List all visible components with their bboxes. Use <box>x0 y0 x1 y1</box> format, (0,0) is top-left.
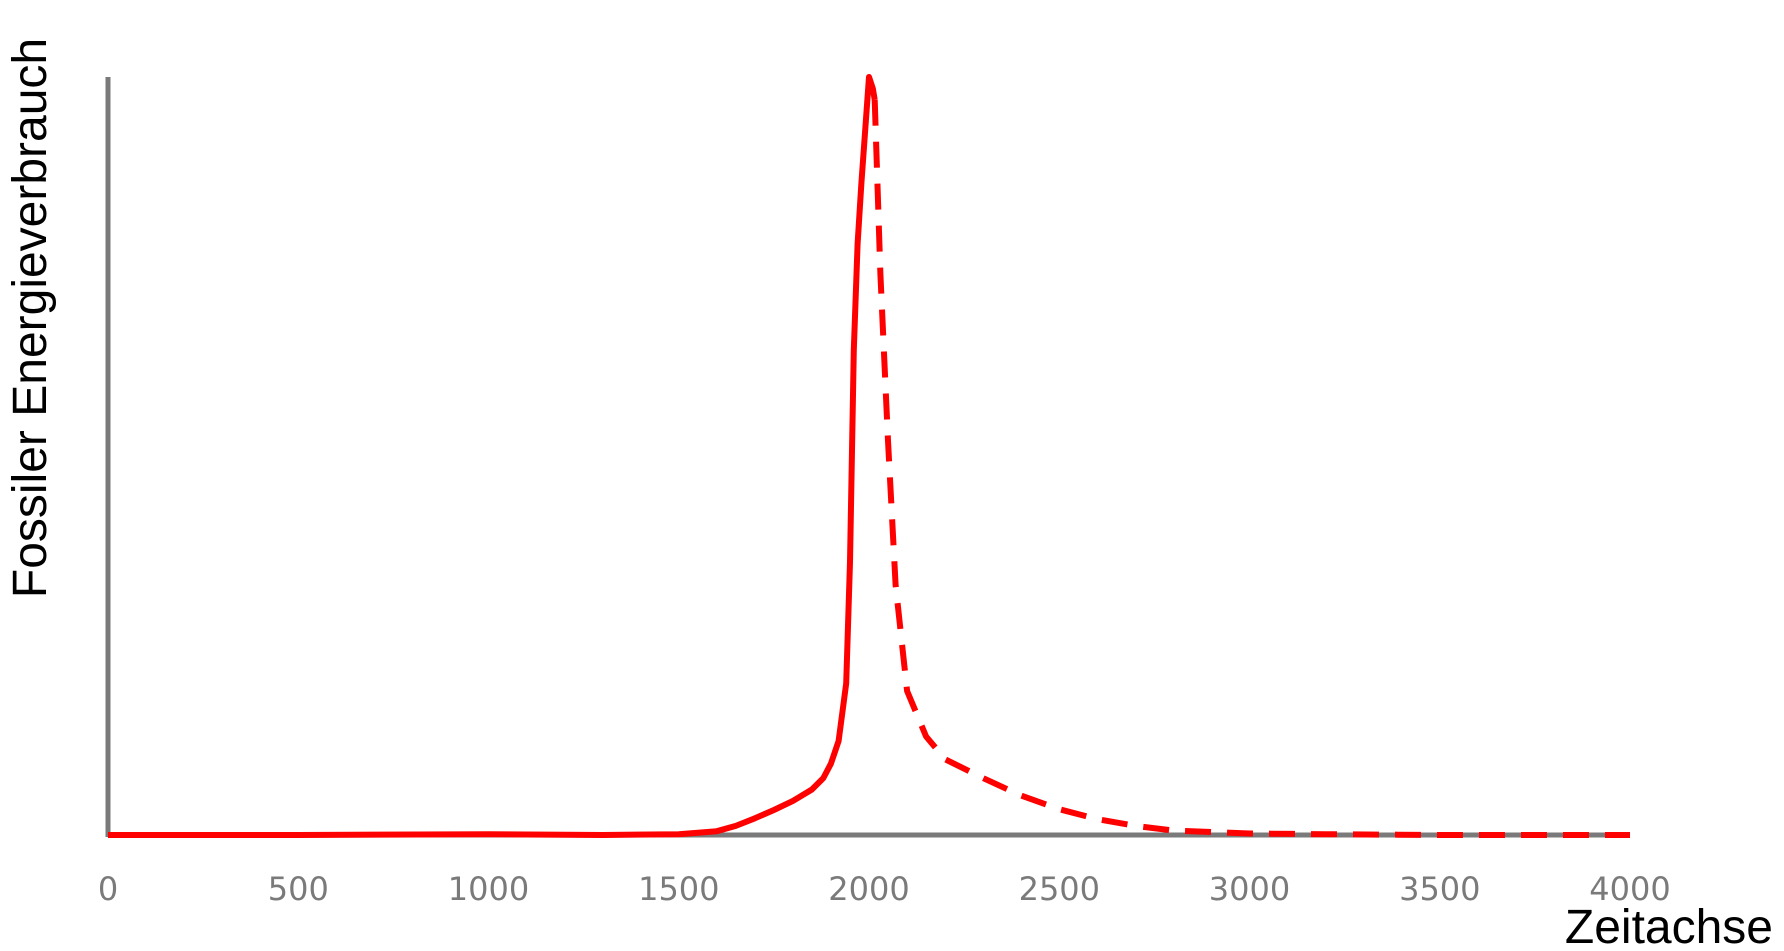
x-tick-label: 3500 <box>1399 870 1480 908</box>
x-axis-label: Zeitachse <box>1565 901 1773 951</box>
x-tick-label: 0 <box>98 870 118 908</box>
x-tick-label: 4000 <box>1589 870 1670 908</box>
x-tick-label: 1000 <box>448 870 529 908</box>
x-tick-label: 500 <box>268 870 329 908</box>
x-tick-label: 2500 <box>1019 870 1100 908</box>
y-axis-label: Fossiler Energieverbrauch <box>4 38 57 598</box>
series-line-solid <box>108 74 878 838</box>
x-tick-label: 3000 <box>1209 870 1290 908</box>
x-tick-label: 2000 <box>828 870 909 908</box>
series-line-dashed <box>871 99 1630 838</box>
x-tick-label: 1500 <box>638 870 719 908</box>
